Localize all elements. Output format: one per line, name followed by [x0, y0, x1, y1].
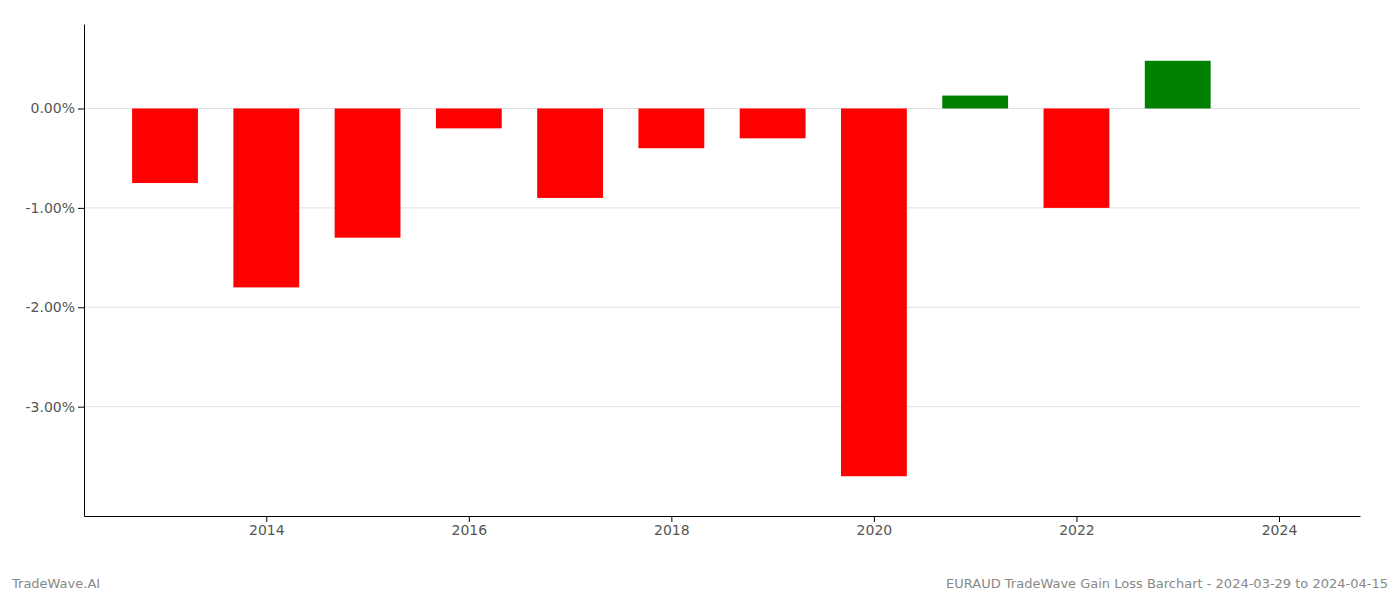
y-tick-mark	[78, 407, 84, 408]
x-tick: 2022	[1059, 516, 1095, 538]
x-tick-label: 2014	[249, 522, 285, 538]
x-tick-label: 2016	[452, 522, 488, 538]
annotation: EURAUD TradeWave Gain Loss Barchart - 20…	[946, 576, 1388, 591]
x-tick-label: 2020	[857, 522, 893, 538]
y-tick: 0.00%	[31, 100, 84, 116]
y-tick-label: -1.00%	[25, 200, 75, 216]
bar	[132, 108, 198, 183]
bar	[335, 108, 401, 237]
bar	[436, 108, 502, 128]
y-tick-label: -2.00%	[25, 299, 75, 315]
y-axis-line	[84, 25, 85, 517]
annotations: TradeWave.AI EURAUD TradeWave Gain Loss B…	[11, 576, 1388, 591]
grid-line	[84, 406, 1360, 407]
y-tick-mark	[78, 208, 84, 209]
x-tick: 2016	[452, 516, 488, 538]
annotation: TradeWave.AI	[11, 576, 100, 591]
y-tick-label: 0.00%	[31, 100, 75, 116]
y-tick: -2.00%	[25, 299, 84, 315]
bar	[841, 108, 907, 476]
x-tick: 2014	[249, 516, 285, 538]
x-axis-line	[85, 516, 1361, 517]
y-tick: -3.00%	[25, 399, 84, 415]
chart-container: 2014 2016 2018 2020 2022 2024 0.00% -1.00% -2.00…	[0, 0, 1400, 600]
x-tick-label: 2024	[1262, 522, 1298, 538]
y-tick-mark	[78, 307, 84, 308]
y-axis: 0.00% -1.00% -2.00% -3.00%	[25, 25, 84, 517]
y-tick: -1.00%	[25, 200, 84, 216]
y-tick-label: -3.00%	[25, 399, 75, 415]
grid	[84, 108, 1360, 406]
plot: 2014 2016 2018 2020 2022 2024 0.00% -1.00% -2.00…	[25, 25, 1360, 538]
chart-svg: 2014 2016 2018 2020 2022 2024 0.00% -1.00% -2.00…	[0, 0, 1400, 600]
x-tick-label: 2022	[1059, 522, 1095, 538]
x-tick: 2018	[654, 516, 690, 538]
bar	[537, 108, 603, 197]
grid-line	[84, 307, 1360, 308]
bar	[942, 96, 1008, 109]
bars	[132, 61, 1211, 476]
x-tick: 2024	[1262, 516, 1298, 538]
bar	[638, 108, 704, 148]
bar	[740, 108, 806, 138]
x-axis: 2014 2016 2018 2020 2022 2024	[85, 516, 1361, 538]
y-tick-mark	[78, 108, 84, 109]
x-tick-label: 2018	[654, 522, 690, 538]
x-tick: 2020	[857, 516, 893, 538]
bar	[233, 108, 299, 287]
bar	[1145, 61, 1211, 109]
bar	[1044, 108, 1110, 207]
